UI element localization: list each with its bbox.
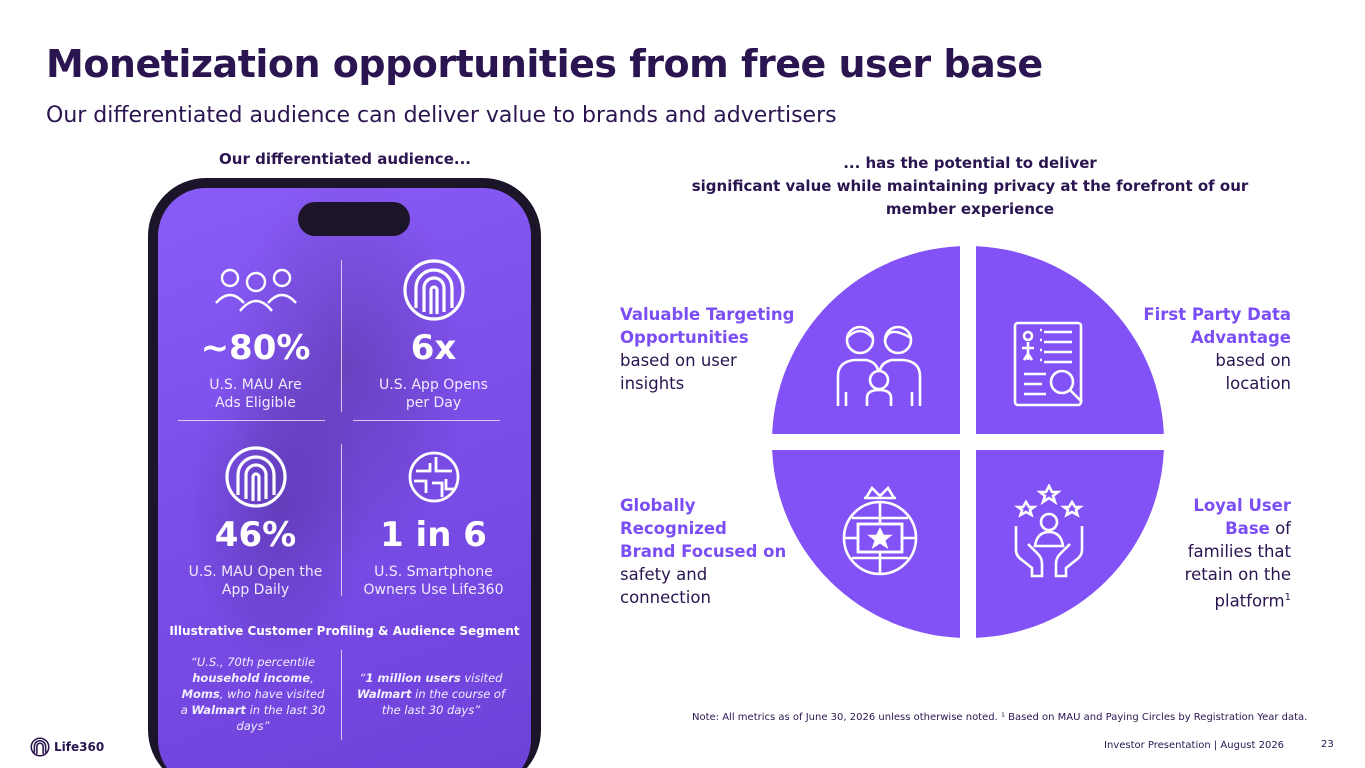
stat-label-line: App Daily <box>221 582 290 598</box>
page-subtitle: Our differentiated audience can deliver … <box>46 103 837 128</box>
life360-icon <box>30 737 50 757</box>
quadrant-body: location <box>1225 374 1291 393</box>
stat-label-line: U.S. MAU Are <box>209 377 302 393</box>
document-search-icon <box>1012 320 1088 412</box>
stat-ads-eligible: ~80% U.S. MAU Are Ads Eligible <box>168 258 343 412</box>
globe-star-icon <box>838 484 922 584</box>
stat-label: U.S. Smartphone Owners Use Life360 <box>346 563 521 599</box>
quadrant-highlight: Brand Focused on <box>620 542 787 561</box>
quadrant-text-brand: Globally Recognized Brand Focused on saf… <box>620 494 786 609</box>
quadrant-highlight: Recognized <box>620 519 727 538</box>
quote-bold: household income <box>192 671 311 685</box>
life360-logo: Life360 <box>30 737 104 757</box>
life360-icon <box>346 258 521 322</box>
divider <box>178 420 325 421</box>
quadrant-text-first-party: First Party Data Advantage based on loca… <box>1110 303 1291 395</box>
audience-heading: Our differentiated audience... <box>219 150 471 168</box>
phone-notch <box>298 202 410 236</box>
quote-text: in the last 30 days” <box>236 703 326 733</box>
stat-value: ~80% <box>200 328 311 368</box>
divider <box>341 260 342 412</box>
profile-title: Illustrative Customer Profiling & Audien… <box>169 624 520 638</box>
stat-smartphone-owners: 1 in 6 U.S. Smartphone Owners Use Life36… <box>346 445 521 599</box>
stat-label-line: per Day <box>405 395 462 411</box>
phone-screen: ~80% U.S. MAU Are Ads Eligible 6x U.S. A… <box>158 188 531 768</box>
life360-icon <box>168 445 343 509</box>
quote-bold: Moms <box>181 687 220 701</box>
quadrant-text-loyal: Loyal User Base of families that retain … <box>1110 494 1291 613</box>
stat-value: 6x <box>410 328 457 368</box>
stat-label-line: Ads Eligible <box>215 395 296 411</box>
quadrant-body: retain on the <box>1184 565 1291 584</box>
footnote-marker: 1 <box>1284 592 1291 603</box>
quadrant-body: based on <box>1215 351 1291 370</box>
page-number: 23 <box>1321 739 1334 750</box>
quadrant-highlight: Opportunities <box>620 328 749 347</box>
quadrant-highlight: Base <box>1225 519 1270 538</box>
quadrant-body: families that <box>1187 542 1291 561</box>
quote-text: “U.S., 70th percentile <box>190 655 316 669</box>
value-quadrant-circle <box>772 246 1164 638</box>
value-heading-line: ... has the potential to deliver <box>843 154 1097 172</box>
divider <box>341 444 342 596</box>
stat-label-line: U.S. App Opens <box>379 377 488 393</box>
quadrant-body: safety and <box>620 565 708 584</box>
value-heading-line: member experience <box>885 200 1055 218</box>
stat-value: 46% <box>214 515 297 555</box>
stat-label: U.S. MAU Are Ads Eligible <box>168 376 343 412</box>
footer-text: Investor Presentation | August 2026 <box>1104 740 1285 751</box>
stat-label-line: Owners Use Life360 <box>363 582 504 598</box>
divider <box>353 420 500 421</box>
value-heading: ... has the potential to deliver signifi… <box>640 152 1300 221</box>
quadrant-text-targeting: Valuable Targeting Opportunities based o… <box>620 303 794 395</box>
family-icon <box>834 318 926 414</box>
people-icon <box>168 258 343 322</box>
logo-text: Life360 <box>54 740 105 754</box>
stat-label: U.S. MAU Open the App Daily <box>168 563 343 599</box>
stat-app-opens: 6x U.S. App Opens per Day <box>346 258 521 412</box>
stat-label-line: U.S. MAU Open the <box>188 564 323 580</box>
quadrant-body: connection <box>620 588 711 607</box>
quadrant-highlight: Advantage <box>1190 328 1291 347</box>
phone-mockup: ~80% U.S. MAU Are Ads Eligible 6x U.S. A… <box>148 178 541 768</box>
quote-bold: 1 million users <box>365 671 461 685</box>
globe-grid-icon <box>346 445 521 509</box>
quadrant-body: insights <box>620 374 685 393</box>
stat-open-daily: 46% U.S. MAU Open the App Daily <box>168 445 343 599</box>
footnote: Note: All metrics as of June 30, 2026 un… <box>692 712 1308 723</box>
stat-value: 1 in 6 <box>380 515 487 555</box>
quote-text: in the course of the last 30 days” <box>381 687 506 717</box>
quote-bold: Walmart <box>356 687 412 701</box>
quote-text: , <box>310 671 314 685</box>
stat-label-line: U.S. Smartphone <box>374 564 493 580</box>
quadrant-highlight: Loyal User <box>1193 496 1291 515</box>
value-heading-line: significant value while maintaining priv… <box>691 177 1249 195</box>
quadrant-body: of <box>1269 519 1291 538</box>
quadrant-body: platform <box>1214 591 1285 611</box>
quadrant-highlight: First Party Data <box>1143 305 1291 324</box>
quote-text: “ <box>359 671 366 685</box>
stat-label: U.S. App Opens per Day <box>346 376 521 412</box>
quadrant-highlight: Valuable Targeting <box>620 305 795 324</box>
quadrant-highlight: Globally <box>620 496 696 515</box>
quadrant-body: based on user <box>620 351 737 370</box>
hands-person-stars-icon <box>1012 483 1086 584</box>
divider <box>341 650 342 740</box>
screen-photo-overlay <box>158 188 531 768</box>
quote-segment-2: “1 million users visited Walmart in the … <box>356 670 506 718</box>
quote-text: visited <box>460 671 503 685</box>
quote-bold: Walmart <box>191 703 246 717</box>
quote-segment-1: “U.S., 70th percentile household income,… <box>178 654 328 734</box>
page-title: Monetization opportunities from free use… <box>46 42 1043 86</box>
quote-text: , who have visited a <box>180 687 325 717</box>
